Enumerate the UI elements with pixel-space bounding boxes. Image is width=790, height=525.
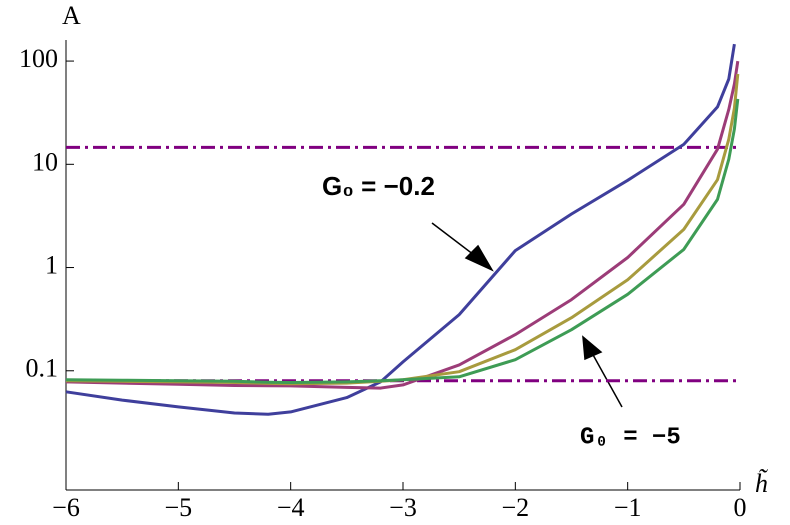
x-axis-label: h̃: [755, 469, 769, 498]
x-tick-label: 0: [734, 493, 747, 522]
x-tick-label: −4: [277, 493, 305, 522]
arrows: [431, 222, 623, 408]
annotation: G₀ = −5: [580, 424, 681, 451]
y-tick-label: 100: [19, 44, 58, 73]
series-line: [65, 73, 740, 386]
annotation: G₀ = −0.2: [322, 171, 435, 201]
x-tick-label: −1: [614, 493, 642, 522]
x-tick-label: −3: [389, 493, 417, 522]
arrow-head: [582, 335, 603, 361]
series-line: [65, 98, 740, 384]
arrow-head: [464, 244, 494, 272]
series-line: [65, 43, 736, 416]
x-tick-label: −5: [164, 493, 192, 522]
y-axis-label: A: [62, 1, 81, 30]
arrow: [431, 222, 479, 259]
x-tick-label: −2: [501, 493, 529, 522]
y-tick-label: 1: [45, 251, 58, 280]
y-tick-label: 10: [32, 147, 58, 176]
x-tick-label: −6: [52, 493, 80, 522]
series-line: [65, 60, 740, 390]
y-tick-label: 0.1: [26, 354, 59, 383]
